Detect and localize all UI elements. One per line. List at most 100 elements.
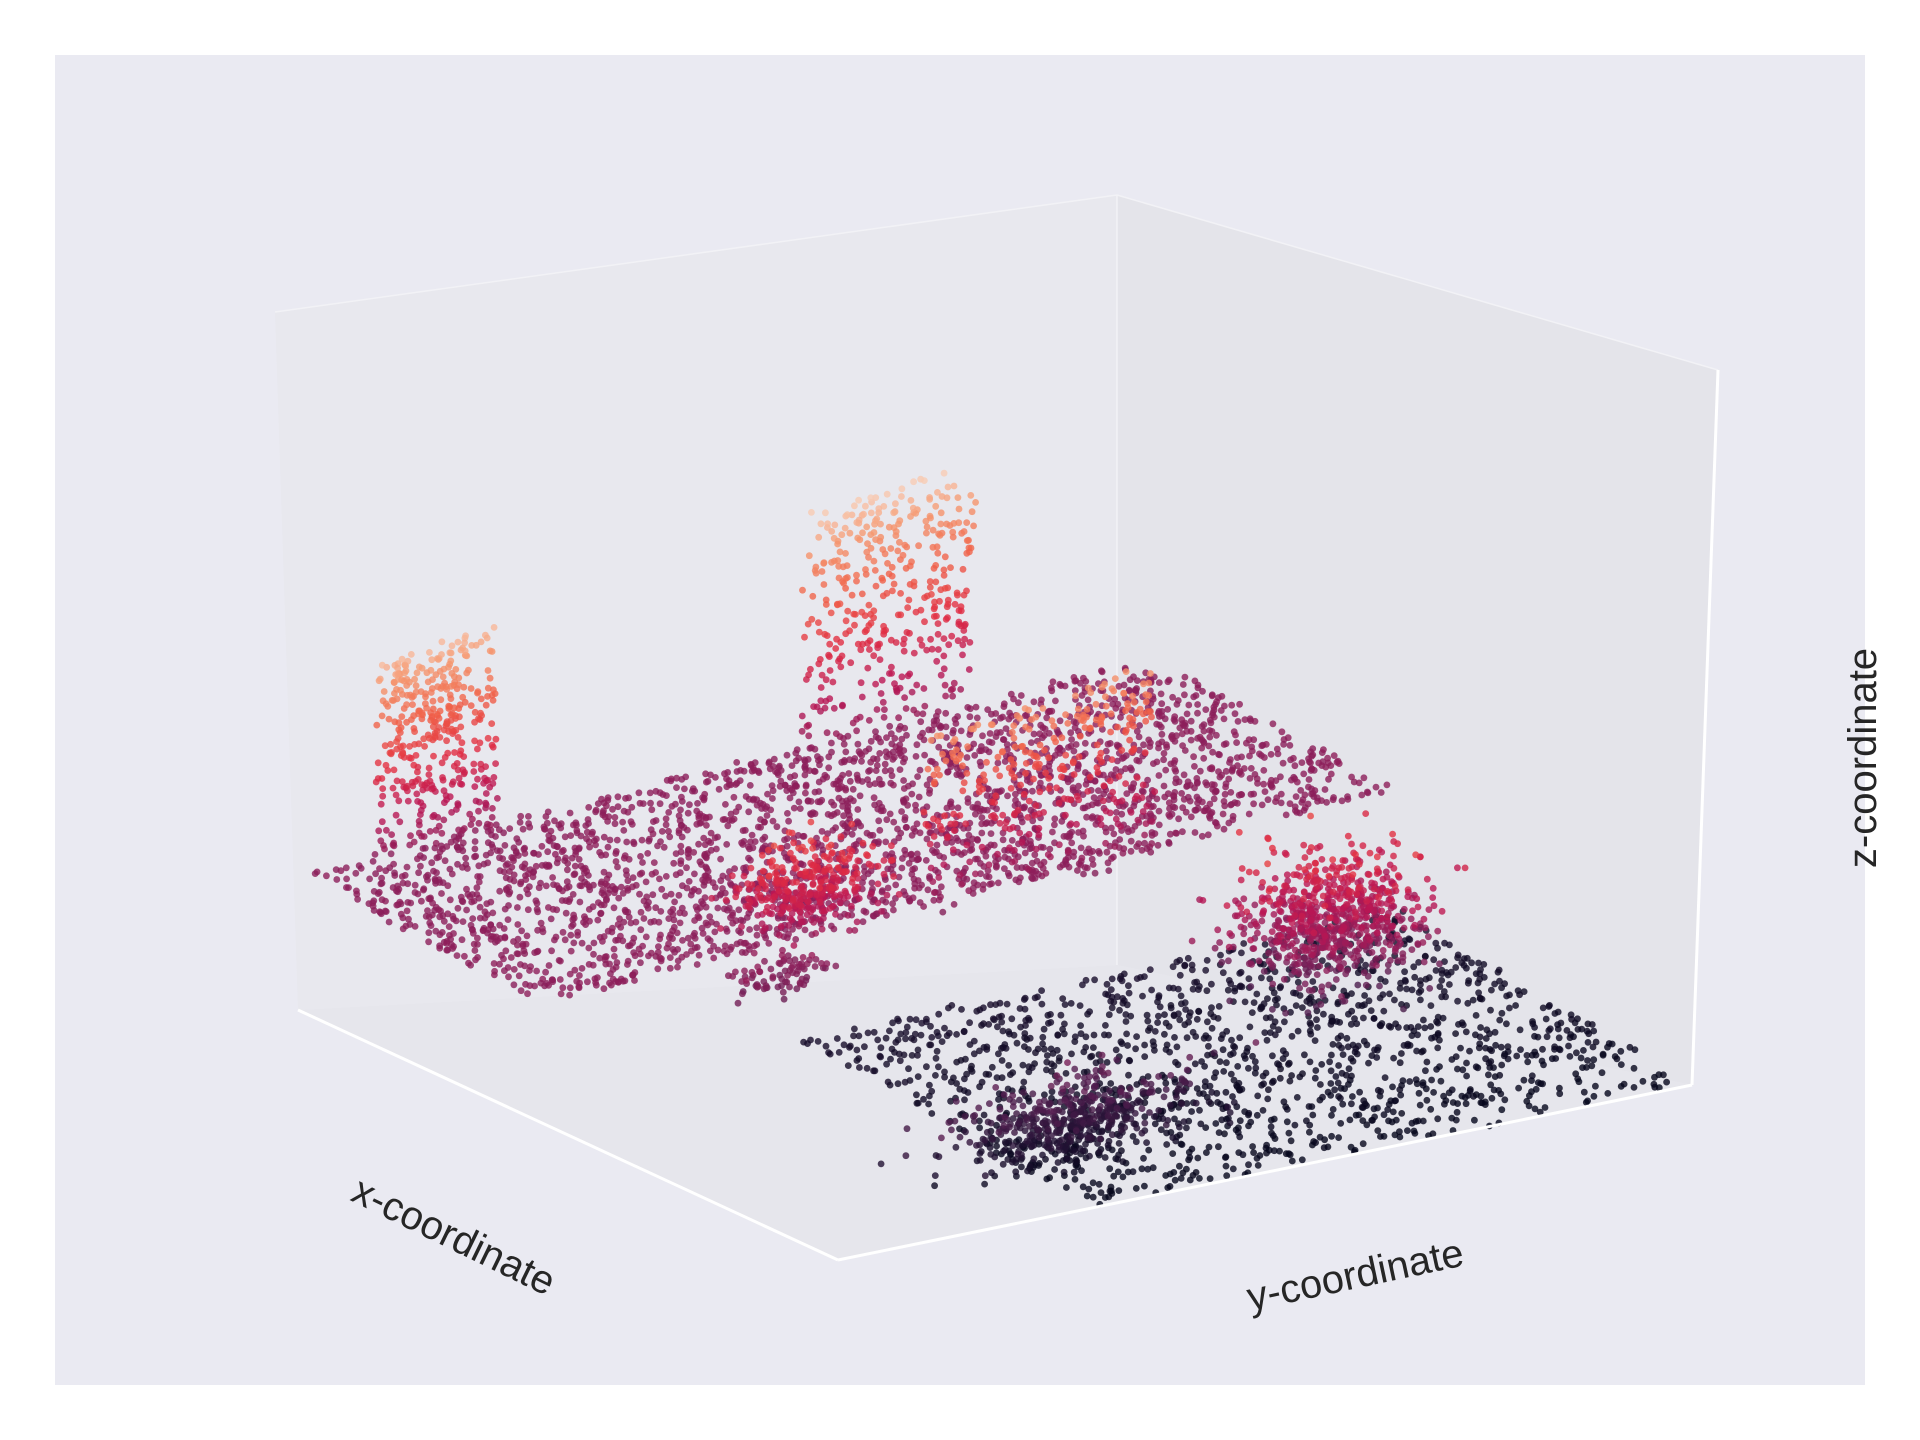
- scatter-point: [874, 899, 882, 907]
- scatter-point: [892, 1039, 900, 1046]
- scatter-point: [860, 510, 867, 518]
- scatter-point: [1106, 777, 1114, 785]
- scatter-point: [398, 873, 406, 880]
- scatter-point: [980, 771, 987, 779]
- scatter-point: [1237, 923, 1245, 931]
- scatter-point: [1185, 1012, 1193, 1020]
- scatter-point: [807, 818, 815, 826]
- scatter-point: [737, 767, 744, 774]
- scatter-point: [1120, 690, 1128, 697]
- scatter-point: [730, 793, 738, 801]
- scatter-point: [978, 820, 986, 828]
- scatter-point: [437, 685, 445, 692]
- scatter-point: [821, 704, 829, 712]
- scatter-point: [1172, 779, 1179, 787]
- scatter-point: [382, 867, 390, 875]
- scatter-point: [429, 813, 437, 821]
- scatter-point: [383, 826, 390, 834]
- scatter-point: [1192, 806, 1200, 814]
- scatter-point: [1355, 884, 1363, 891]
- scatter-point: [964, 799, 972, 806]
- scatter-point: [1496, 1071, 1504, 1079]
- scatter-point: [586, 843, 593, 851]
- scatter-point: [553, 859, 561, 867]
- scatter-point: [1020, 790, 1028, 798]
- scatter-point: [1335, 760, 1343, 767]
- scatter-point: [1246, 775, 1254, 782]
- scatter-point: [1224, 986, 1232, 994]
- scatter-point: [1022, 760, 1030, 767]
- scatter-point: [585, 804, 593, 811]
- scatter-point: [703, 854, 710, 862]
- scatter-point: [1539, 1080, 1546, 1088]
- scatter-point: [870, 607, 878, 615]
- scatter-point: [1133, 677, 1141, 684]
- scatter-point: [1074, 867, 1081, 874]
- scatter-point: [970, 522, 977, 530]
- scatter-point: [830, 925, 838, 933]
- scatter-point: [996, 819, 1004, 827]
- scatter-point: [1044, 1011, 1052, 1019]
- scatter-point: [1269, 844, 1276, 852]
- scatter-point: [731, 865, 738, 872]
- scatter-point: [930, 833, 938, 840]
- scatter-point: [870, 529, 878, 536]
- scatter-point: [1205, 742, 1213, 750]
- scatter-point: [1125, 828, 1132, 836]
- scatter-point: [1390, 864, 1398, 872]
- scatter-point: [808, 744, 815, 752]
- scatter-point: [1238, 949, 1245, 957]
- scatter-point: [382, 700, 390, 708]
- scatter-point: [1409, 907, 1416, 915]
- scatter-point: [1089, 848, 1097, 855]
- scatter-point: [1165, 840, 1173, 847]
- scatter-point: [874, 1036, 882, 1044]
- scatter-point: [984, 706, 992, 713]
- scatter-point: [1472, 1063, 1480, 1071]
- scatter-point: [1495, 966, 1503, 974]
- scatter-point: [923, 523, 931, 531]
- scatter-point: [1316, 962, 1324, 970]
- scatter-point: [1183, 710, 1191, 718]
- scatter-point: [1428, 1076, 1435, 1084]
- scatter-point: [466, 810, 474, 818]
- scatter-point: [910, 825, 917, 833]
- scatter-point: [864, 1029, 872, 1037]
- scatter-point: [1394, 912, 1402, 920]
- scatter-point: [902, 1029, 910, 1036]
- scatter-point: [895, 873, 903, 881]
- scatter-point: [714, 904, 722, 912]
- scatter-point: [459, 898, 467, 906]
- scatter-point: [418, 781, 426, 788]
- scatter-point: [1248, 1009, 1256, 1016]
- scatter-point: [1126, 721, 1133, 728]
- scatter-point: [1414, 1023, 1422, 1030]
- scatter-point: [1358, 1002, 1366, 1010]
- scatter-point: [1474, 979, 1482, 987]
- scatter-point: [1046, 845, 1054, 853]
- scatter-point: [737, 929, 745, 936]
- scatter-point: [1376, 994, 1384, 1002]
- scatter-point: [1216, 773, 1224, 781]
- scatter-point: [898, 485, 906, 493]
- scatter-point: [931, 778, 938, 786]
- scatter-point: [1393, 931, 1401, 939]
- scatter-point: [1270, 989, 1278, 997]
- scatter-point: [978, 1021, 985, 1029]
- scatter-point: [838, 531, 846, 539]
- scatter-point: [1073, 820, 1080, 828]
- scatter-point: [1221, 802, 1229, 810]
- scatter-point: [1049, 678, 1057, 686]
- scatter-point: [1107, 728, 1114, 736]
- scatter-point: [454, 904, 462, 912]
- scatter-point: [1065, 744, 1072, 751]
- scatter-point: [1166, 805, 1173, 812]
- scatter-point: [945, 1004, 952, 1012]
- scatter-point: [676, 909, 684, 917]
- scatter-point: [1245, 868, 1253, 876]
- scatter-point: [1368, 879, 1375, 887]
- scatter-point: [1259, 909, 1267, 916]
- scatter-point: [393, 738, 400, 745]
- scatter-point: [1102, 828, 1110, 836]
